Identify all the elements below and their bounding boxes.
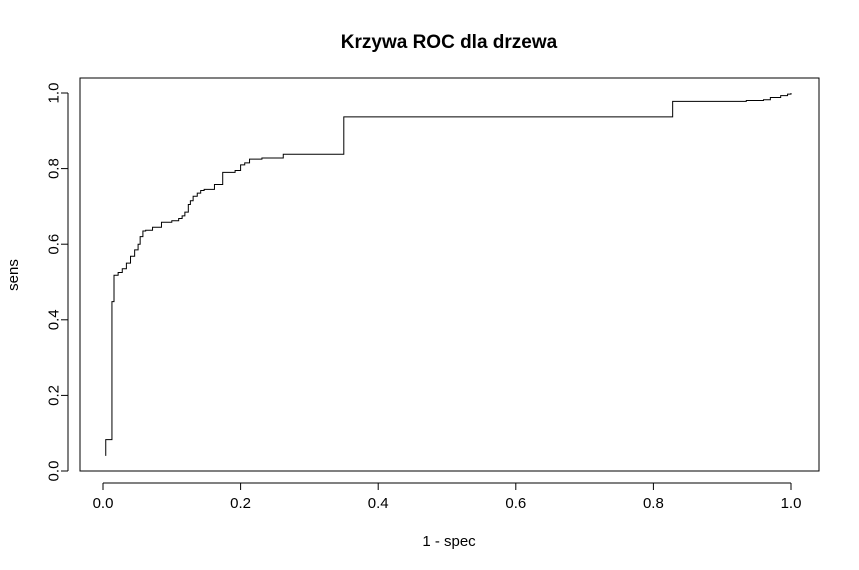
x-tick-label: 0.8 [643, 495, 664, 512]
y-tick-label: 0.0 [46, 461, 63, 482]
x-axis-label: 1 - spec [422, 533, 476, 550]
x-axis: 0.0 0.2 0.4 0.6 0.8 1.0 [93, 482, 802, 512]
x-tick-label: 0.0 [93, 495, 114, 512]
y-tick-label: 1.0 [46, 83, 63, 104]
y-tick-label: 0.8 [46, 158, 63, 179]
y-tick-label: 0.2 [46, 385, 63, 406]
x-tick-label: 0.2 [230, 495, 251, 512]
series-layer [105, 93, 792, 456]
y-tick-label: 0.6 [46, 234, 63, 255]
plot-frame [79, 77, 820, 472]
chart-title: Krzywa ROC dla drzewa [341, 32, 558, 53]
y-axis: 0.0 0.2 0.4 0.6 0.8 1.0 [46, 83, 69, 482]
y-tick-label: 0.4 [46, 309, 63, 330]
x-tick-label: 1.0 [781, 495, 802, 512]
x-tick-label: 0.4 [368, 495, 389, 512]
roc-curve-line [105, 93, 792, 456]
y-axis-label: sens [5, 259, 22, 291]
x-tick-label: 0.6 [505, 495, 526, 512]
